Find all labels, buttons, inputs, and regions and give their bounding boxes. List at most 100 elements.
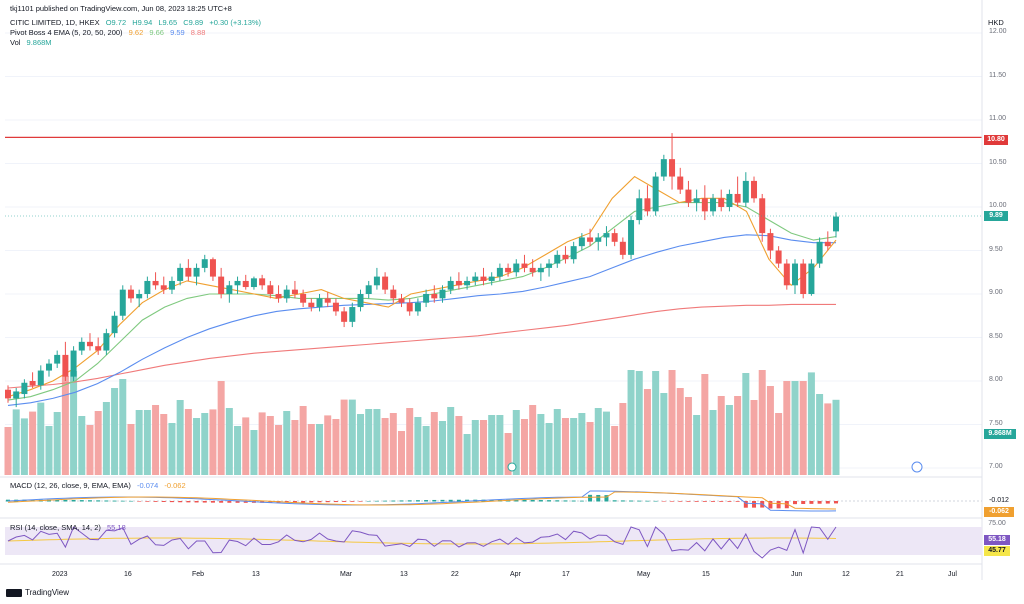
candle-body <box>783 263 790 286</box>
macd-histogram-bar <box>678 501 683 502</box>
macd-name: MACD (12, 26, close, 9, EMA, EMA) <box>10 481 131 490</box>
rsi-tag-top: 75.00 <box>984 519 1010 529</box>
candle-body <box>595 237 602 242</box>
macd-histogram-bar <box>456 499 461 502</box>
volume-bar <box>561 418 569 475</box>
volume-bar <box>209 409 217 475</box>
candle-body <box>382 276 389 290</box>
volume-bar <box>299 406 307 475</box>
volume-bar <box>398 431 406 475</box>
candle-body <box>193 267 200 277</box>
tradingview-mark-icon <box>6 588 22 597</box>
volume-bar <box>29 411 37 475</box>
price-tick: 9.00 <box>989 289 1003 296</box>
ema5-value: 9.62 <box>128 28 144 37</box>
volume-bar <box>832 399 840 475</box>
candle-body <box>423 294 430 303</box>
macd-histogram-bar <box>702 501 707 502</box>
candle-body <box>185 267 192 277</box>
macd-histogram-bar <box>325 501 330 503</box>
candle-body <box>390 289 397 299</box>
price-tick: 12.00 <box>989 28 1007 35</box>
time-tick: 21 <box>896 571 904 578</box>
macd-histogram-bar <box>661 501 666 502</box>
volume-bar <box>799 381 807 475</box>
candle-body <box>751 180 758 199</box>
volume-bar <box>37 402 45 475</box>
macd-histogram-bar <box>588 494 593 502</box>
ema20-value: 9.66 <box>149 28 164 37</box>
volume-bar <box>553 409 561 475</box>
volume-bars <box>4 370 840 475</box>
open-value: O9.72 <box>105 18 127 27</box>
macd-histogram-bar <box>366 500 371 502</box>
volume-bar <box>291 420 299 475</box>
volume-bar <box>86 425 94 475</box>
macd-histogram-bar <box>161 501 166 502</box>
volume-bar <box>611 426 619 475</box>
macd-histogram-bar <box>440 499 445 502</box>
macd-histogram-bar <box>292 501 297 503</box>
macd-histogram-bar <box>653 500 658 502</box>
volume-bar <box>119 379 127 475</box>
volume-bar <box>725 405 733 475</box>
rsi-name: RSI (14, close, SMA, 14, 2) <box>10 523 101 532</box>
macd-histogram-bar <box>538 500 543 502</box>
macd-histogram-bar <box>227 501 232 503</box>
macd-histogram-bar <box>825 501 830 504</box>
macd-histogram-bar <box>96 500 101 502</box>
volume-bar <box>316 424 324 475</box>
macd-histogram-bar <box>153 501 158 502</box>
vol-name: Vol <box>10 38 21 47</box>
time-tick: 13 <box>400 571 408 578</box>
volume-bar <box>381 418 389 475</box>
macd-histogram-bar <box>219 501 224 503</box>
candle-body <box>726 193 733 207</box>
candle-body <box>636 198 643 221</box>
candle-body <box>218 276 225 294</box>
price-tick: 8.50 <box>989 332 1003 340</box>
macd-legend[interactable]: MACD (12, 26, close, 9, EMA, EMA) -0.074… <box>10 481 190 491</box>
macd-histogram-bar <box>637 500 642 502</box>
volume-bar <box>111 388 119 475</box>
rsi-legend[interactable]: RSI (14, close, SMA, 14, 2) 55.18 <box>10 523 130 533</box>
currency-label: HKD <box>988 18 1004 27</box>
macd-histogram-bar <box>145 501 150 502</box>
macd-histogram-bar <box>202 501 207 503</box>
candle-body <box>283 289 290 299</box>
volume-bar <box>709 410 717 475</box>
volume-bar <box>61 376 69 475</box>
volume-bar <box>357 414 365 475</box>
macd-histogram-bar <box>809 501 814 504</box>
candle-body <box>398 298 405 303</box>
candle-body <box>152 280 159 286</box>
volume-bar <box>676 388 684 475</box>
macd-pane <box>5 490 982 512</box>
volume-bar <box>496 415 504 475</box>
candle-body <box>160 285 167 290</box>
ema-legend[interactable]: Pivot Boss 4 EMA (5, 20, 50, 200) 9.62 9… <box>10 28 209 38</box>
volume-bar <box>438 421 446 475</box>
ema50-line <box>7 234 836 406</box>
volume-legend[interactable]: Vol 9.868M <box>10 38 56 48</box>
candle-body <box>406 302 413 312</box>
candle-body <box>439 289 446 299</box>
macd-histogram-bar <box>235 501 240 503</box>
macd-histogram-bar <box>768 501 773 509</box>
macd-histogram-bar <box>784 501 789 509</box>
macd-histogram-bar <box>555 500 560 502</box>
volume-bar <box>734 396 742 475</box>
price-tick: 8.00 <box>989 376 1003 383</box>
symbol-legend[interactable]: CITIC LIMITED, 1D, HKEX O9.72 H9.94 L9.6… <box>10 18 265 28</box>
macd-histogram-bar <box>112 500 117 502</box>
macd-histogram-bar <box>79 500 84 502</box>
volume-bar <box>242 417 250 475</box>
symbol-name: CITIC LIMITED, 1D, HKEX <box>10 18 100 27</box>
candle-body <box>611 233 618 242</box>
candle-body <box>21 382 28 395</box>
macd-histogram-bar <box>358 501 363 502</box>
rsi-pane <box>7 526 837 559</box>
tradingview-logo[interactable]: TradingView <box>6 588 69 597</box>
candle-body <box>775 250 782 264</box>
